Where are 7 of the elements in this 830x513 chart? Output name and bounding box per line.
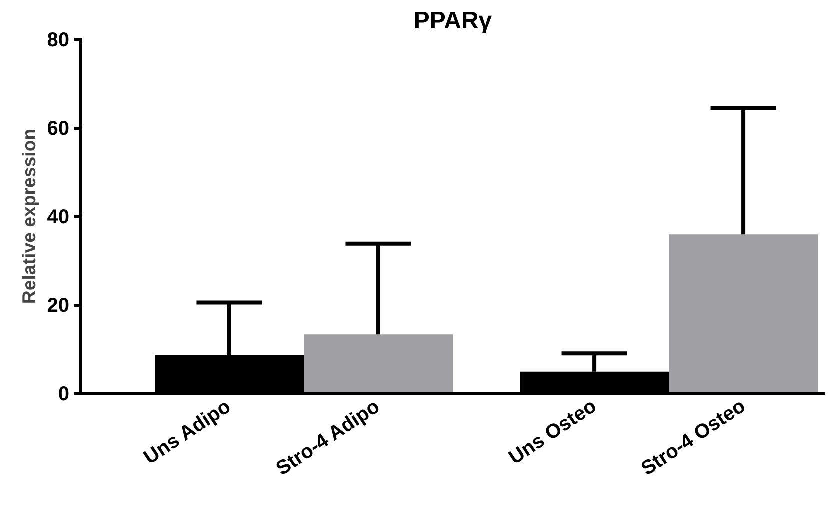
y-tick-label: 0 xyxy=(58,384,70,406)
y-tick-label: 80 xyxy=(47,30,70,52)
y-tick-label: 60 xyxy=(47,118,70,140)
y-tick-label: 20 xyxy=(47,295,70,317)
y-axis-title: Relative expression xyxy=(18,128,40,304)
chart-title: PPARγ xyxy=(414,8,493,34)
y-tick-label: 40 xyxy=(47,206,70,228)
